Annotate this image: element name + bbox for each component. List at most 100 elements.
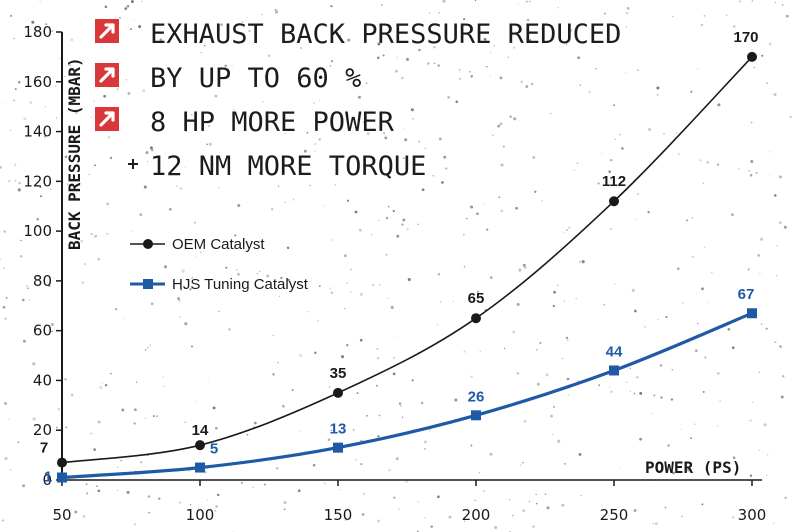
y-tick-label: 20 <box>33 421 52 439</box>
speckle-dot <box>500 209 504 213</box>
speckle-dot <box>68 63 71 67</box>
speckle-dot <box>657 319 659 321</box>
speckle-dot <box>130 230 133 232</box>
speckle-dot <box>381 4 383 6</box>
speckle-dot <box>271 208 274 211</box>
x-ticks: 50 100 150 200 250 300 <box>52 480 766 524</box>
speckle-dot <box>318 138 321 141</box>
speckle-dot <box>396 56 398 58</box>
speckle-dot <box>0 258 2 261</box>
speckle-dot <box>769 174 771 176</box>
speckle-dot <box>636 376 639 379</box>
speckle-dot <box>704 356 707 359</box>
speckle-dot <box>256 250 259 252</box>
speckle-dot <box>179 501 181 504</box>
speckle-dot <box>401 76 404 80</box>
speckle-dot <box>546 506 550 510</box>
speckle-dot <box>346 344 349 347</box>
speckle-dot <box>152 415 155 418</box>
speckle-dot <box>28 299 31 301</box>
speckle-dot <box>654 522 658 526</box>
speckle-dot <box>418 140 421 143</box>
speckle-dot <box>90 116 92 118</box>
speckle-dot <box>220 23 223 27</box>
speckle-dot <box>309 184 311 187</box>
speckle-dot <box>366 132 370 136</box>
speckle-dot <box>3 230 6 233</box>
speckle-dot <box>402 157 405 160</box>
speckle-dot <box>404 138 408 142</box>
speckle-dot <box>246 16 248 18</box>
arrow-badge-icon <box>95 107 119 131</box>
speckle-dot <box>625 381 628 384</box>
speckle-dot <box>94 234 98 238</box>
speckle-dot <box>528 500 531 503</box>
speckle-dot <box>536 382 540 386</box>
speckle-dot <box>491 134 494 137</box>
speckle-dot <box>176 185 178 188</box>
speckle-dot <box>330 129 333 131</box>
speckle-dot <box>277 185 280 187</box>
speckle-dot <box>178 299 181 303</box>
speckle-dot <box>664 506 667 509</box>
speckle-dot <box>393 496 396 499</box>
speckle-dot <box>56 426 58 429</box>
speckle-dot <box>405 57 410 61</box>
speckle-dot <box>283 500 287 505</box>
speckle-dot <box>372 283 375 287</box>
speckle-dot <box>300 47 303 50</box>
speckle-dot <box>97 489 101 493</box>
speckle-dot <box>29 101 33 104</box>
speckle-dot <box>127 91 131 95</box>
speckle-dot <box>676 267 680 271</box>
speckle-dot <box>774 194 777 197</box>
x-tick-label: 300 <box>738 506 767 524</box>
speckle-dot <box>544 493 547 496</box>
speckle-dot <box>610 228 613 230</box>
speckle-dot <box>437 64 440 67</box>
speckle-dot <box>70 38 74 42</box>
speckle-dot <box>25 284 29 288</box>
speckle-dot <box>329 287 331 289</box>
speckle-dot <box>324 482 326 484</box>
speckle-dot <box>117 489 119 491</box>
speckle-dot <box>386 155 388 157</box>
speckle-dot <box>567 394 570 396</box>
speckle-dot <box>117 466 119 469</box>
speckle-dot <box>430 525 433 528</box>
speckle-dot <box>424 448 426 450</box>
speckle-dot <box>608 386 611 389</box>
speckle-dot <box>237 273 240 276</box>
speckle-dot <box>330 60 334 63</box>
speckle-dot <box>93 100 95 102</box>
speckle-dot <box>513 117 517 121</box>
speckle-dot <box>51 323 54 326</box>
speckle-dot <box>541 200 543 202</box>
speckle-dot <box>502 145 505 148</box>
speckle-dot <box>773 522 775 525</box>
x-tick-label: 150 <box>324 506 353 524</box>
speckle-dot <box>667 444 670 447</box>
speckle-dot <box>398 402 402 405</box>
speckle-dot <box>99 386 103 390</box>
speckle-dot <box>13 99 16 102</box>
speckle-dot <box>207 124 211 128</box>
speckle-dot <box>701 503 704 506</box>
speckle-dot <box>610 390 613 394</box>
data-label: 65 <box>468 290 485 307</box>
speckle-dot <box>339 35 342 37</box>
speckle-dot <box>338 371 341 375</box>
speckle-dot <box>377 42 381 46</box>
plus-icon <box>128 159 138 169</box>
speckle-dot <box>731 346 735 350</box>
speckle-dot <box>417 501 419 503</box>
x-tick-label: 200 <box>462 506 491 524</box>
speckle-dot <box>350 291 352 293</box>
speckle-dot <box>763 423 767 427</box>
speckle-dot <box>14 180 17 182</box>
speckle-dot <box>163 265 168 269</box>
speckle-dot <box>284 201 286 203</box>
speckle-dot <box>2 305 6 309</box>
speckle-dot <box>256 273 258 275</box>
speckle-dot <box>557 284 559 286</box>
